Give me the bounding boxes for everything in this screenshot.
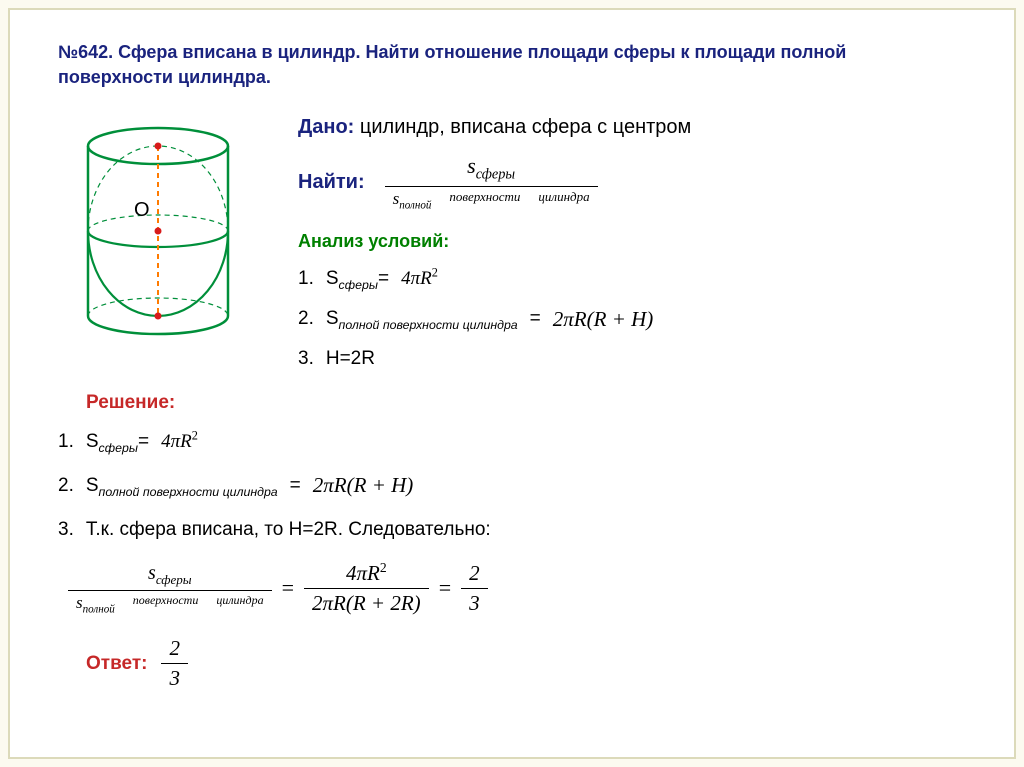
- solution-item: 2. Sполной поверхности цилиндра = 2πR(R …: [58, 466, 966, 506]
- find-label: Найти:: [298, 171, 365, 194]
- problem-title: №642. Сфера вписана в цилиндр. Найти отн…: [58, 40, 966, 90]
- diagram: O: [58, 116, 258, 351]
- solution-list: 1. Sсферы= 4πR2 2. Sполной поверхности ц…: [58, 424, 966, 548]
- given-label: Дано:: [298, 116, 354, 138]
- svg-text:O: O: [134, 199, 150, 221]
- given-line: Дано: цилиндр, вписана сфера с центром: [298, 116, 966, 139]
- given-text: цилиндр, вписана сфера с центром: [360, 116, 691, 138]
- analysis-item: 3. H=2R: [298, 340, 966, 378]
- analysis-item: 1. Sсферы= 4πR2: [298, 260, 966, 298]
- answer-row: Ответ: 2 3: [86, 634, 966, 693]
- answer-label: Ответ:: [86, 653, 147, 675]
- analysis-item: 2. Sполной поверхности цилиндра = 2πR(R …: [298, 298, 966, 340]
- analysis-list: 1. Sсферы= 4πR2 2. Sполной поверхности ц…: [298, 260, 966, 378]
- solution-header: Решение:: [86, 392, 966, 414]
- find-row: Найти: sсферы sполной поверхности цилинд…: [298, 151, 966, 213]
- find-fraction: sсферы sполной поверхности цилиндра: [385, 151, 598, 213]
- analysis-header: Анализ условий:: [298, 231, 966, 252]
- solution-item: 3. Т.к. сфера вписана, то H=2R. Следоват…: [58, 512, 966, 548]
- solution-item: 1. Sсферы= 4πR2: [58, 424, 966, 460]
- final-equation: sсферы sполной поверхности цилиндра = 4π…: [68, 558, 966, 618]
